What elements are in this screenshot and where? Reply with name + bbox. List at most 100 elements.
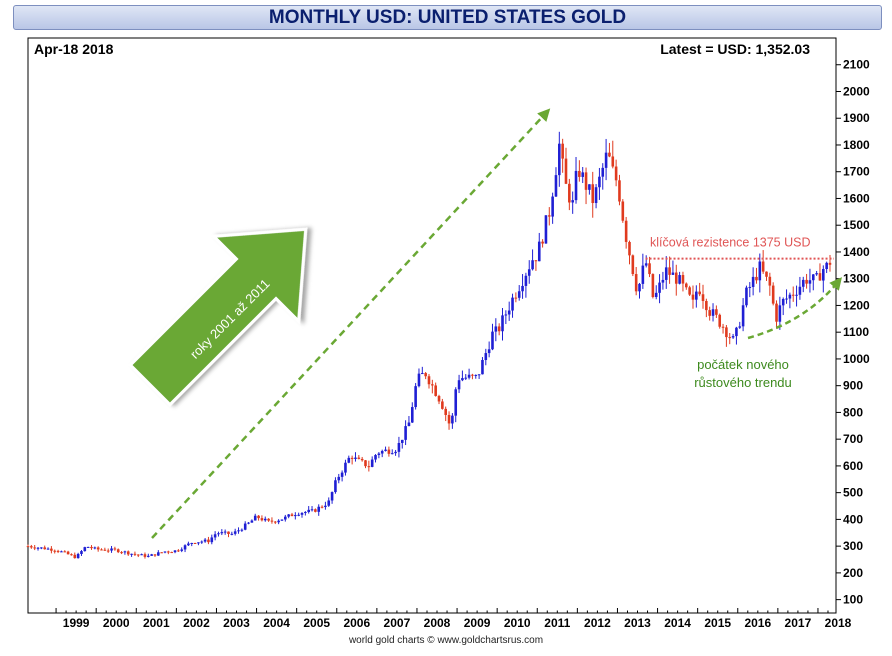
candle-body bbox=[260, 518, 264, 521]
candle-body bbox=[678, 275, 681, 284]
candle-body bbox=[150, 554, 153, 556]
y-tick-label: 1800 bbox=[843, 138, 870, 152]
candle-body bbox=[631, 255, 635, 275]
candle-body bbox=[410, 407, 414, 423]
candle-body bbox=[514, 297, 518, 299]
candle-body bbox=[571, 200, 574, 203]
candle-body bbox=[290, 514, 294, 517]
candle-body bbox=[778, 305, 782, 322]
candle-body bbox=[711, 309, 715, 316]
y-tick-label: 1700 bbox=[843, 165, 870, 179]
candle-body bbox=[354, 457, 357, 459]
candle-body bbox=[46, 548, 50, 550]
candle-body bbox=[524, 275, 528, 286]
candle-body bbox=[748, 286, 752, 288]
candle-body bbox=[76, 553, 80, 559]
candle-body bbox=[183, 545, 187, 550]
candle-body bbox=[451, 415, 454, 424]
candle-body bbox=[507, 310, 511, 315]
trend-dashed-arrow bbox=[151, 108, 551, 539]
candle-body bbox=[828, 262, 832, 265]
candle-body bbox=[497, 326, 501, 332]
candle-body bbox=[511, 297, 514, 311]
candle-body bbox=[765, 271, 768, 277]
candle-body bbox=[374, 455, 377, 460]
candle-body bbox=[578, 170, 581, 177]
candle-body bbox=[504, 314, 508, 316]
x-tick-label: 2009 bbox=[464, 616, 491, 630]
candle-body bbox=[471, 374, 474, 376]
candle-body bbox=[534, 260, 538, 262]
candle-body bbox=[143, 554, 147, 557]
candle-body bbox=[621, 201, 625, 221]
candle-body bbox=[384, 449, 387, 451]
candle-body bbox=[728, 337, 732, 339]
candle-body bbox=[591, 184, 595, 204]
plot-area-frame bbox=[27, 37, 837, 614]
candle-body bbox=[487, 349, 491, 354]
candle-body bbox=[257, 515, 260, 519]
candle-body bbox=[217, 533, 220, 535]
y-tick-label: 700 bbox=[843, 432, 863, 446]
candle-body bbox=[484, 353, 488, 361]
y-tick-label: 1600 bbox=[843, 191, 870, 205]
y-tick-label: 200 bbox=[843, 566, 863, 580]
y-tick-label: 2100 bbox=[843, 58, 870, 72]
x-tick-label: 2004 bbox=[263, 616, 290, 630]
candle-body bbox=[133, 553, 137, 555]
candle-body bbox=[768, 276, 772, 286]
x-axis: 1999 2000 2001 2002 2003 2004 2005 2006 2007 2008… bbox=[55, 608, 852, 630]
candle-body bbox=[611, 156, 615, 167]
candle-body bbox=[66, 551, 70, 555]
candle-body bbox=[123, 551, 127, 553]
candle-body bbox=[735, 327, 738, 337]
candle-body bbox=[387, 449, 391, 454]
candle-body bbox=[434, 385, 437, 396]
candle-body bbox=[327, 500, 331, 506]
candle-body bbox=[116, 549, 120, 553]
candle-body bbox=[297, 514, 300, 516]
candle-body bbox=[364, 460, 367, 467]
candle-body bbox=[213, 534, 217, 538]
candle-body bbox=[785, 298, 788, 300]
candle-body bbox=[417, 373, 421, 387]
candle-body bbox=[173, 550, 177, 553]
x-tick-label: 2008 bbox=[424, 616, 451, 630]
candle-body bbox=[330, 492, 334, 501]
candle-body bbox=[167, 551, 170, 553]
candle-body bbox=[250, 520, 254, 523]
candle-body bbox=[437, 395, 441, 402]
candle-body bbox=[457, 380, 461, 390]
x-tick-label: 2001 bbox=[143, 616, 170, 630]
y-tick-label: 1300 bbox=[843, 272, 870, 286]
candle-body bbox=[561, 143, 564, 159]
x-tick-label: 2002 bbox=[183, 616, 210, 630]
candle-body bbox=[741, 305, 745, 327]
candle-body bbox=[527, 269, 531, 276]
candle-body bbox=[681, 275, 685, 284]
candle-body bbox=[641, 265, 645, 284]
candle-body bbox=[638, 283, 641, 292]
candle-body bbox=[614, 166, 618, 181]
candle-body bbox=[310, 509, 314, 511]
y-tick-label: 800 bbox=[843, 405, 863, 419]
candle-body bbox=[668, 267, 671, 275]
candle-body bbox=[664, 267, 668, 280]
candle-body bbox=[688, 287, 691, 295]
candle-body bbox=[805, 279, 808, 284]
candle-body bbox=[634, 274, 638, 292]
x-tick-label: 2007 bbox=[384, 616, 411, 630]
candle-body bbox=[651, 274, 655, 297]
candle-body bbox=[608, 152, 611, 157]
candle-body bbox=[273, 521, 277, 523]
candle-body bbox=[564, 158, 568, 184]
candle-body bbox=[153, 554, 157, 556]
candle-body bbox=[93, 547, 97, 549]
candle-body bbox=[377, 453, 381, 456]
candle-body bbox=[140, 554, 143, 556]
x-tick-label: 2011 bbox=[544, 616, 570, 630]
candle-body bbox=[26, 546, 30, 548]
candle-body bbox=[815, 273, 818, 275]
candle-body bbox=[193, 542, 197, 544]
candle-body bbox=[414, 386, 417, 408]
